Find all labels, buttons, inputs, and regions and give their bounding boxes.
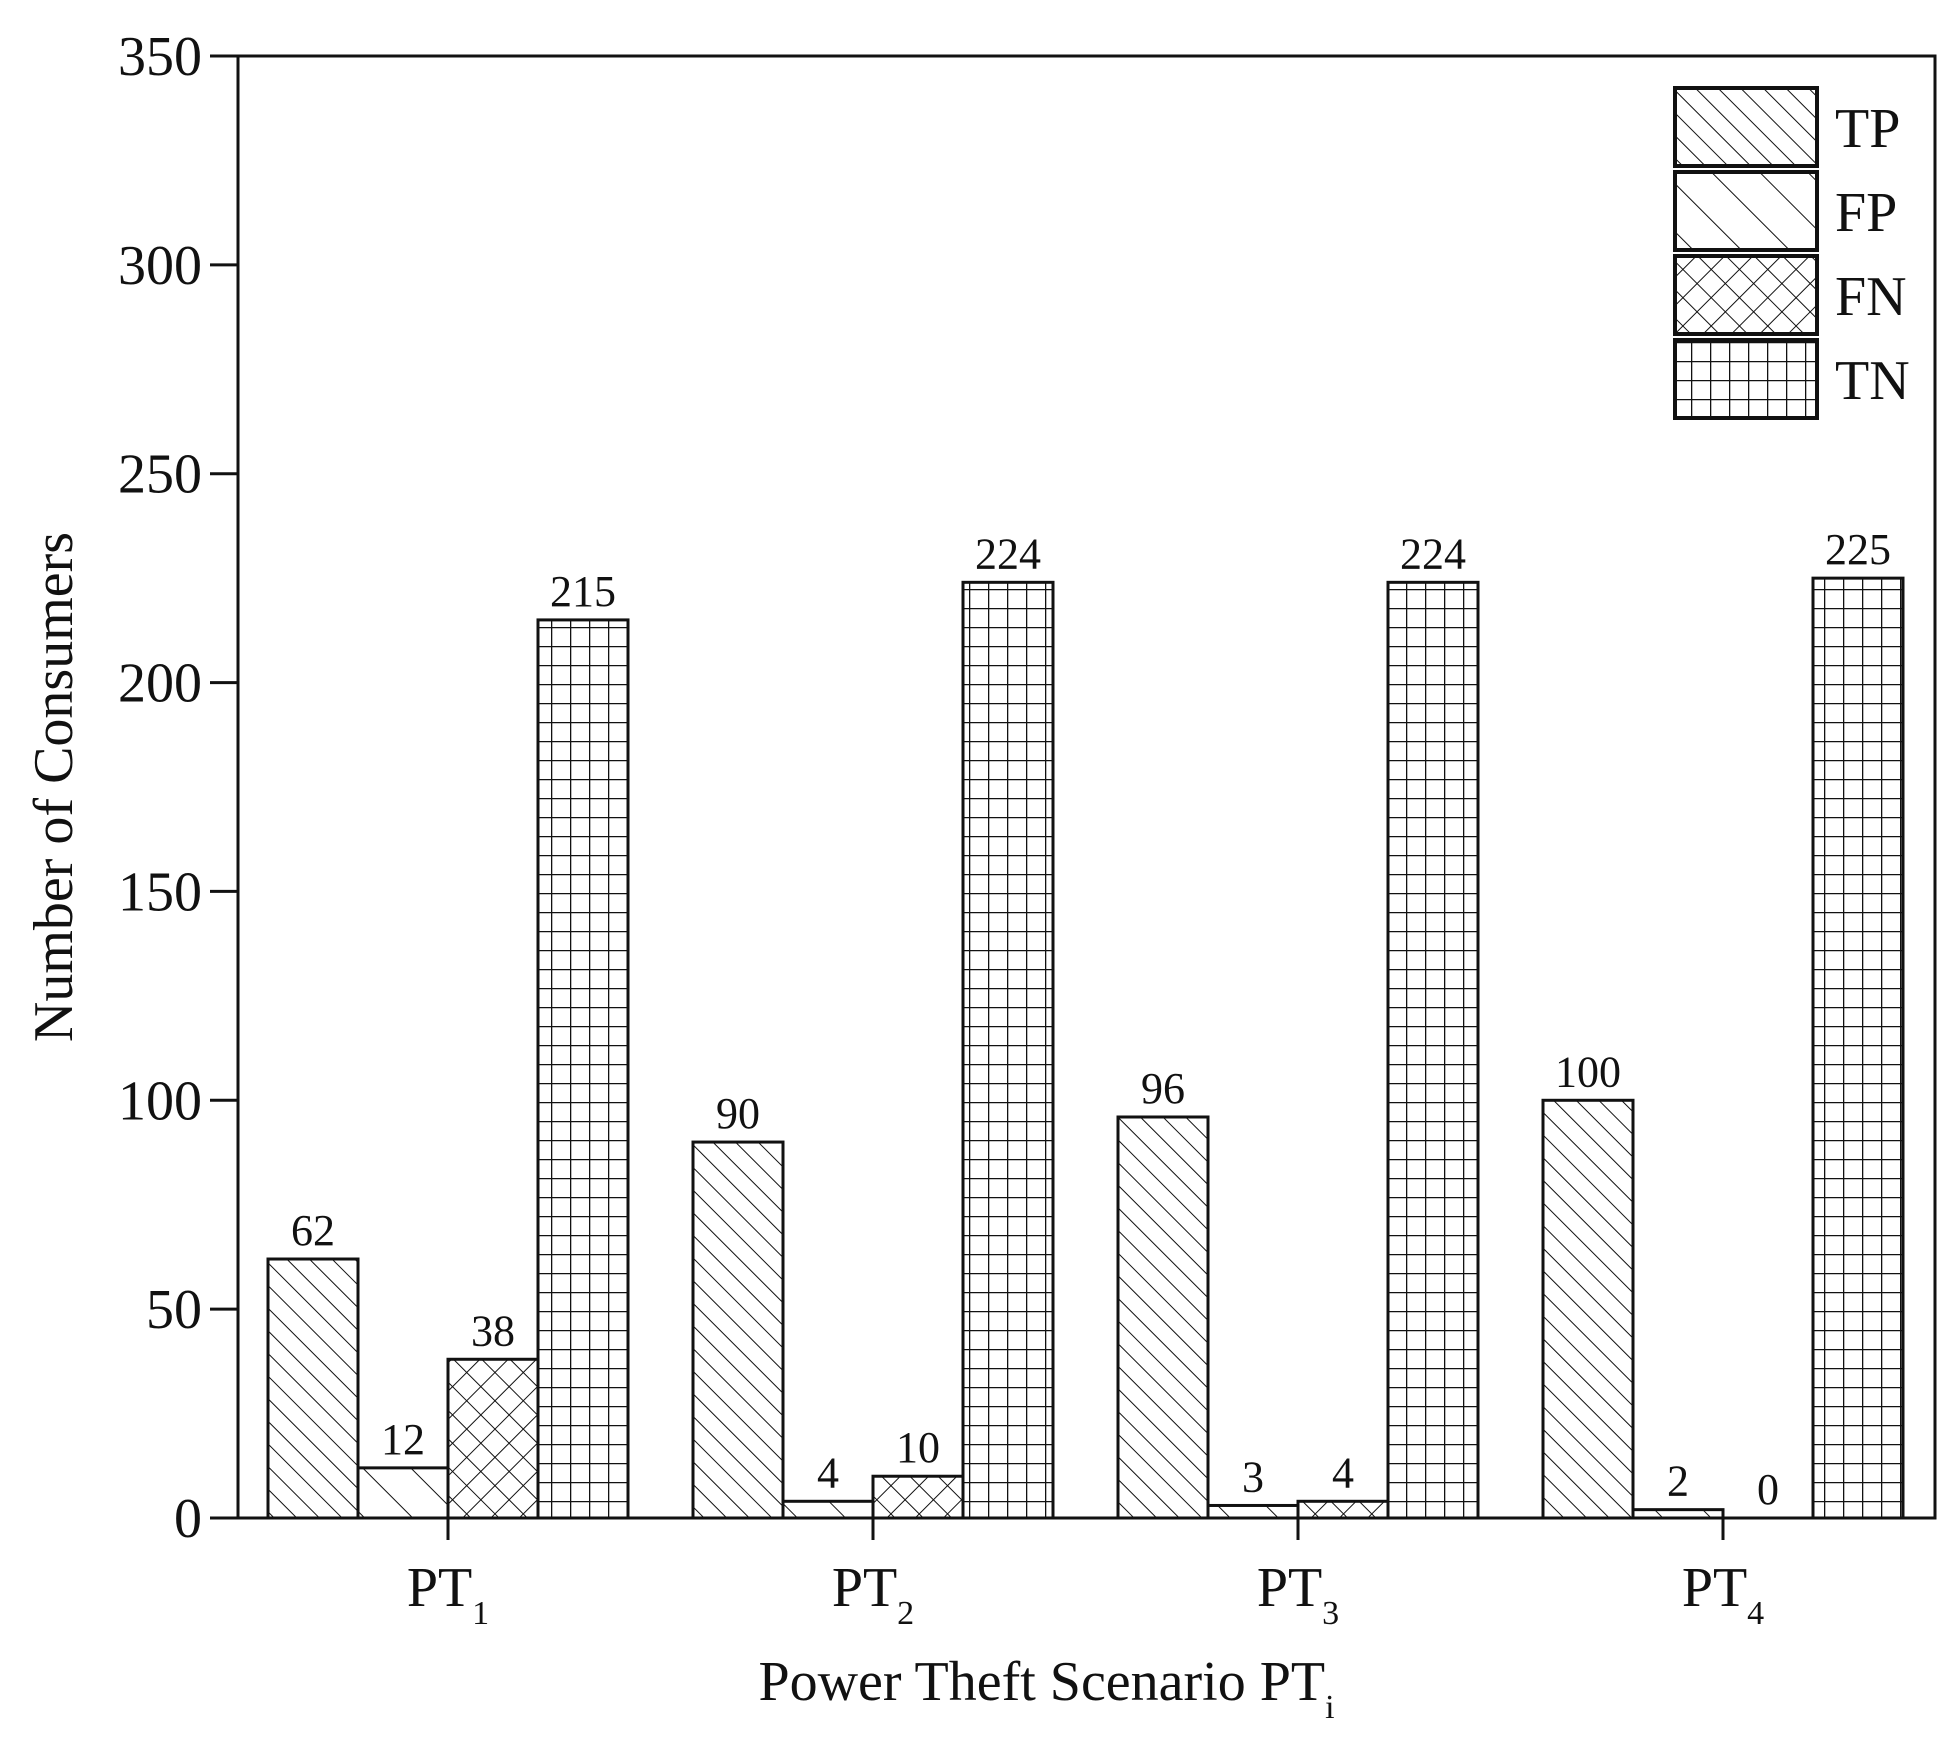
x-axis: PT1 PT2 PT3 PT4 [407, 1518, 1764, 1632]
y-tick-label: 100 [118, 1070, 202, 1132]
x-axis-label-main: Power Theft Scenario PT [758, 1651, 1325, 1713]
data-label-fn-1: 38 [471, 1306, 515, 1355]
bar-tp-4 [1541, 1098, 1635, 1520]
data-label-tp-1: 62 [291, 1206, 335, 1255]
bar-fn-3 [1296, 1499, 1390, 1520]
legend: TP FP FN TN [1673, 86, 1910, 420]
bar-tp-2 [691, 1140, 785, 1520]
bar-fp-3 [1206, 1503, 1300, 1520]
x-tick-label: PT4 [1682, 1557, 1764, 1632]
bar-fn-1 [446, 1357, 540, 1520]
legend-swatch-tn [1673, 338, 1819, 420]
y-tick-label: 0 [174, 1488, 202, 1550]
bar-marks [266, 576, 1905, 1520]
legend-swatch-tp [1673, 86, 1819, 168]
bar-tn-4 [1811, 576, 1905, 1520]
data-label-tp-3: 96 [1141, 1064, 1185, 1113]
bar-tn-3 [1386, 580, 1480, 1520]
y-tick-label: 200 [118, 653, 202, 715]
x-tick-label: PT3 [1257, 1557, 1339, 1632]
bar-tp-3 [1116, 1115, 1210, 1520]
data-label-fp-4: 2 [1667, 1457, 1689, 1506]
y-axis-label: Number of Consumers [23, 532, 85, 1042]
legend-label-fp: FP [1835, 182, 1897, 244]
y-tick-label: 350 [118, 26, 202, 88]
data-label-fn-2: 10 [896, 1423, 940, 1472]
y-tick-label: 250 [118, 444, 202, 506]
x-axis-label-subscript: i [1325, 1689, 1334, 1726]
legend-label-tn: TN [1835, 350, 1910, 412]
y-tick-label: 50 [146, 1279, 202, 1341]
bar-tp-1 [266, 1257, 360, 1520]
x-axis-label: Power Theft Scenario PTi [758, 1651, 1334, 1726]
legend-swatch-fn [1673, 254, 1819, 336]
data-label-tn-1: 215 [550, 567, 616, 616]
legend-label-fn: FN [1835, 266, 1907, 328]
data-label-tn-3: 224 [1400, 529, 1466, 578]
data-label-tp-2: 90 [716, 1089, 760, 1138]
data-label-tp-4: 100 [1555, 1047, 1621, 1096]
data-label-fp-3: 3 [1242, 1452, 1264, 1501]
y-tick-label: 150 [118, 861, 202, 923]
x-tick-label: PT1 [407, 1557, 489, 1632]
data-label-tn-2: 224 [975, 529, 1041, 578]
x-tick-label: PT2 [832, 1557, 914, 1632]
bar-fn-2 [871, 1474, 965, 1520]
data-labels: 62 12 38 215 90 4 10 224 96 3 4 224 100 2 0 225 [291, 525, 1891, 1514]
legend-swatch-fp [1673, 170, 1819, 252]
data-label-fn-4: 0 [1757, 1465, 1779, 1514]
legend-label-tp: TP [1835, 98, 1900, 160]
plot-frame [236, 54, 1937, 1520]
bar-tn-2 [961, 580, 1055, 1520]
y-tick-label: 300 [118, 235, 202, 297]
y-axis: 0 50 100 150 200 250 300 350 [118, 26, 238, 1550]
data-label-fp-1: 12 [381, 1415, 425, 1464]
data-label-fp-2: 4 [817, 1448, 839, 1497]
bar-fp-2 [781, 1499, 875, 1520]
data-label-tn-4: 225 [1825, 525, 1891, 574]
bar-tn-1 [536, 618, 630, 1520]
data-label-fn-3: 4 [1332, 1448, 1354, 1497]
bar-fp-1 [356, 1466, 450, 1520]
